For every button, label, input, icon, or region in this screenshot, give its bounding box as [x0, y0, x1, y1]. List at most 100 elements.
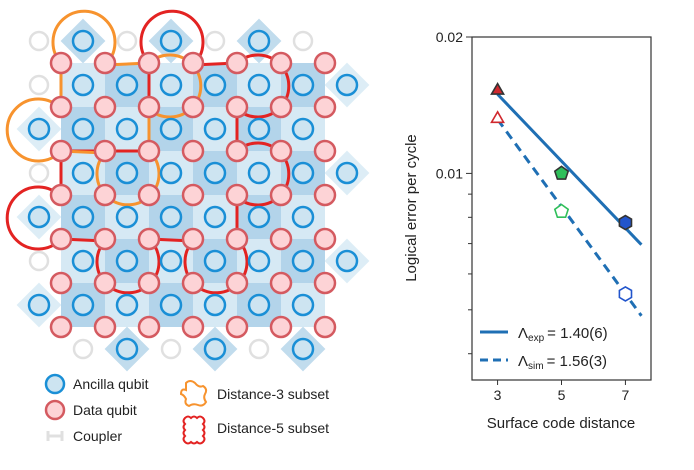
qubit-lattice: [5, 9, 370, 372]
ancilla-qubit: [115, 337, 139, 361]
data-qubit: [93, 183, 117, 207]
ancilla-qubit: [291, 293, 315, 317]
ancilla-qubit: [203, 249, 227, 273]
logical-error-chart: 0.02 0.01 3 5 7 Logical error per cycle Sur…: [403, 29, 652, 432]
data-qubit: [137, 95, 161, 119]
data-qubit: [269, 51, 293, 75]
ancilla-qubit: [159, 73, 183, 97]
ancilla-qubit: [27, 117, 51, 141]
data-qubit: [313, 315, 337, 339]
ancilla-qubit: [71, 161, 95, 185]
data-qubit: [49, 139, 73, 163]
data-qubit: [49, 51, 73, 75]
data-qubit: [137, 51, 161, 75]
data-qubit: [181, 51, 205, 75]
ancilla-qubit: [247, 117, 271, 141]
unused-qubit-icon: [248, 338, 270, 360]
fit-line-dashed: [496, 118, 643, 317]
ancilla-qubit: [291, 161, 315, 185]
series-layer: [490, 81, 643, 317]
coupler-legend-icon: [46, 431, 64, 441]
lattice-legend: Ancilla qubit Data qubit Coupler Distanc…: [44, 373, 329, 445]
data-qubit: [269, 271, 293, 295]
data-point-d5-exp: [553, 165, 570, 180]
ancilla-qubit: [27, 293, 51, 317]
data-qubit: [93, 315, 117, 339]
data-qubit: [137, 315, 161, 339]
data-qubit: [49, 227, 73, 251]
unused-qubit-icon: [28, 162, 50, 184]
unused-qubit-icon: [160, 338, 182, 360]
data-qubit: [269, 139, 293, 163]
legend-distance3-label: Distance-3 subset: [217, 386, 329, 402]
ancilla-qubit: [71, 73, 95, 97]
ancilla-qubit: [159, 117, 183, 141]
ancilla-qubit: [115, 73, 139, 97]
unused-couplers: [28, 30, 314, 360]
fit-line-solid: [496, 93, 643, 246]
legend-coupler-label: Coupler: [73, 428, 122, 444]
ancilla-qubit: [291, 249, 315, 273]
unused-qubit-icon: [204, 30, 226, 52]
ancilla-qubit: [335, 161, 359, 185]
data-qubit: [93, 51, 117, 75]
distance-5-legend-icon: [182, 415, 206, 445]
distance-3-legend-icon: [179, 380, 208, 408]
ancilla-qubit: [203, 293, 227, 317]
ancilla-qubit: [71, 293, 95, 317]
data-qubit: [225, 271, 249, 295]
ancilla-qubit: [115, 249, 139, 273]
y-axis: 0.02 0.01: [436, 29, 472, 355]
ancilla-qubit: [71, 205, 95, 229]
ancilla-qubit: [159, 293, 183, 317]
data-qubit: [93, 271, 117, 295]
data-qubit: [49, 315, 73, 339]
unused-qubit-icon: [28, 30, 50, 52]
data-qubit: [49, 95, 73, 119]
data-point-d7-sim: [618, 285, 633, 302]
ancilla-qubit: [115, 117, 139, 141]
data-qubit: [313, 95, 337, 119]
ancilla-qubit: [247, 73, 271, 97]
ancilla-qubit: [27, 205, 51, 229]
data-qubit: [225, 139, 249, 163]
chart-legend: Λexp = 1.40(6) Λsim = 1.56(3): [480, 325, 608, 372]
data-qubit: [181, 227, 205, 251]
data-qubit: [269, 95, 293, 119]
ancilla-qubit: [203, 161, 227, 185]
legend-sim-label: Λsim = 1.56(3): [518, 353, 607, 372]
x-axis-label: Surface code distance: [487, 415, 635, 432]
y-tick-label: 0.01: [436, 165, 463, 181]
ancilla-qubit: [115, 293, 139, 317]
ancilla-qubit: [247, 205, 271, 229]
data-qubit: [137, 271, 161, 295]
data-qubit: [49, 271, 73, 295]
ancilla-qubit-legend-icon: [44, 373, 66, 395]
data-qubit: [137, 139, 161, 163]
data-point-d7-exp: [618, 214, 633, 231]
data-qubit: [269, 227, 293, 251]
data-qubit: [137, 183, 161, 207]
x-tick-label: 7: [622, 387, 630, 403]
unused-qubit-icon: [28, 74, 50, 96]
data-qubit: [269, 183, 293, 207]
ancilla-qubit: [71, 249, 95, 273]
data-qubit: [93, 227, 117, 251]
data-point-d3-sim: [490, 110, 505, 124]
y-tick-label: 0.02: [436, 29, 463, 45]
unused-qubit-icon: [116, 30, 138, 52]
data-qubit: [225, 51, 249, 75]
data-qubit: [137, 227, 161, 251]
data-qubit-legend-icon: [44, 399, 66, 421]
ancilla-qubit: [291, 337, 315, 361]
ancilla-qubit: [247, 249, 271, 273]
ancilla-qubit: [247, 29, 271, 53]
ancilla-qubit: [115, 205, 139, 229]
data-point-d3-exp: [490, 81, 505, 95]
data-qubit: [93, 139, 117, 163]
data-qubit: [225, 315, 249, 339]
data-qubit: [225, 227, 249, 251]
data-qubit: [49, 183, 73, 207]
data-qubit: [313, 227, 337, 251]
ancilla-qubit: [335, 73, 359, 97]
